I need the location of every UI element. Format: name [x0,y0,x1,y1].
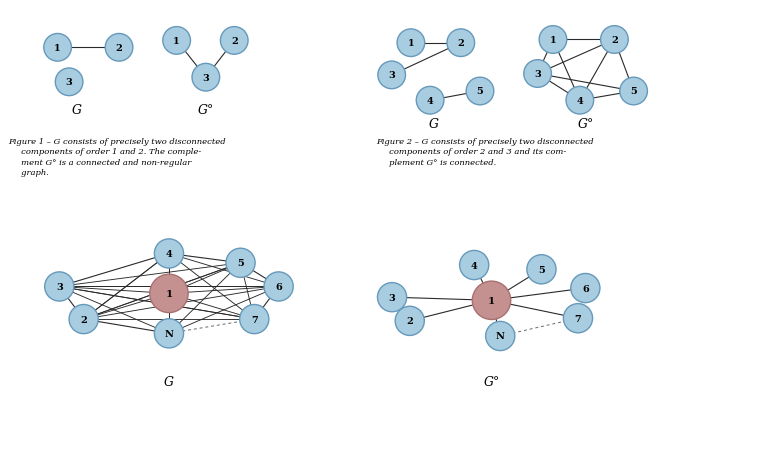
Text: 7: 7 [251,315,257,324]
Ellipse shape [539,27,567,54]
Ellipse shape [601,27,628,54]
Ellipse shape [416,87,444,115]
Ellipse shape [220,28,248,55]
Ellipse shape [397,30,425,57]
Text: 4: 4 [427,96,433,106]
Ellipse shape [240,305,269,334]
Ellipse shape [396,307,425,336]
Text: 6: 6 [275,282,282,291]
Ellipse shape [447,30,475,57]
Text: 1: 1 [55,44,61,53]
Text: 3: 3 [389,293,396,302]
Text: 2: 2 [458,39,464,48]
Text: G°: G° [483,375,500,388]
Text: G°: G° [578,118,594,130]
Text: 1: 1 [165,289,173,298]
Text: 3: 3 [66,78,72,87]
Text: 6: 6 [582,284,589,293]
Text: 3: 3 [203,73,209,83]
Text: 5: 5 [477,87,483,96]
Ellipse shape [154,319,184,348]
Text: N: N [164,329,174,338]
Text: 5: 5 [538,265,545,274]
Text: 2: 2 [116,44,122,53]
Ellipse shape [564,304,593,333]
Text: G: G [429,118,439,130]
Text: 3: 3 [389,71,395,80]
Ellipse shape [55,69,83,96]
Text: 4: 4 [471,261,478,270]
Text: 3: 3 [56,282,63,291]
Ellipse shape [105,34,133,62]
Ellipse shape [45,272,74,302]
Ellipse shape [571,274,600,303]
Ellipse shape [69,305,98,334]
Text: 5: 5 [237,259,244,268]
Ellipse shape [154,239,184,269]
Text: G: G [164,375,174,388]
Text: 2: 2 [406,317,413,325]
Ellipse shape [378,62,406,90]
Text: Figure 1 – G consists of precisely two disconnected
     components of order 1 a: Figure 1 – G consists of precisely two d… [8,138,225,177]
Text: 2: 2 [81,315,87,324]
Text: 2: 2 [231,37,237,46]
Text: 1: 1 [550,36,556,45]
Text: G°: G° [197,104,214,117]
Ellipse shape [226,249,255,278]
Text: 1: 1 [408,39,414,48]
Ellipse shape [620,78,647,106]
Text: 4: 4 [577,96,583,106]
Ellipse shape [466,78,494,106]
Ellipse shape [264,272,293,302]
Text: 1: 1 [174,37,180,46]
Ellipse shape [524,61,551,88]
Text: 5: 5 [631,87,637,96]
Ellipse shape [377,283,406,312]
Text: 1: 1 [488,296,495,305]
Text: N: N [496,332,505,341]
Ellipse shape [472,281,511,320]
Ellipse shape [566,87,594,115]
Ellipse shape [192,64,220,92]
Ellipse shape [527,255,556,284]
Ellipse shape [44,34,71,62]
Text: 7: 7 [574,314,581,323]
Ellipse shape [150,274,188,313]
Ellipse shape [485,322,515,351]
Text: 3: 3 [535,70,541,79]
Text: 4: 4 [166,249,172,258]
Text: 2: 2 [611,36,617,45]
Text: Figure 2 – G consists of precisely two disconnected
     components of order 2 a: Figure 2 – G consists of precisely two d… [376,138,594,167]
Ellipse shape [163,28,190,55]
Text: G: G [71,104,82,117]
Ellipse shape [459,251,488,280]
